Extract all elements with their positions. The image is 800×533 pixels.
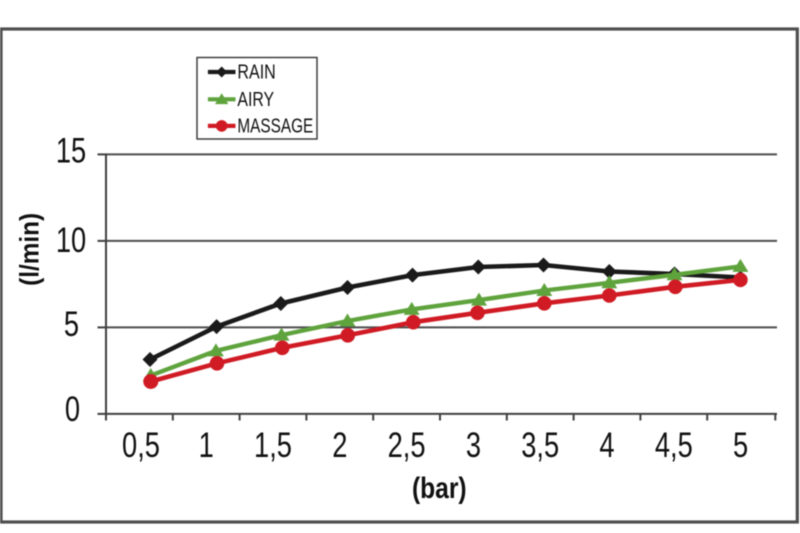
svg-text:MASSAGE: MASSAGE <box>237 115 313 137</box>
svg-text:10: 10 <box>56 221 86 260</box>
svg-text:0: 0 <box>65 390 80 429</box>
svg-text:RAIN: RAIN <box>237 62 275 84</box>
svg-text:1: 1 <box>199 426 214 465</box>
svg-text:0,5: 0,5 <box>122 426 160 465</box>
svg-text:AIRY: AIRY <box>237 89 274 111</box>
svg-text:3: 3 <box>466 426 481 465</box>
svg-text:4,5: 4,5 <box>655 426 693 465</box>
svg-text:5: 5 <box>64 305 79 344</box>
svg-text:2,5: 2,5 <box>388 426 426 465</box>
svg-text:4: 4 <box>599 426 614 465</box>
svg-text:(l/min): (l/min) <box>15 213 45 286</box>
svg-text:5: 5 <box>733 426 748 465</box>
svg-text:1,5: 1,5 <box>254 426 292 465</box>
svg-text:2: 2 <box>332 426 347 465</box>
svg-text:15: 15 <box>56 131 86 170</box>
svg-text:(bar): (bar) <box>412 471 467 505</box>
svg-text:3,5: 3,5 <box>521 426 559 465</box>
